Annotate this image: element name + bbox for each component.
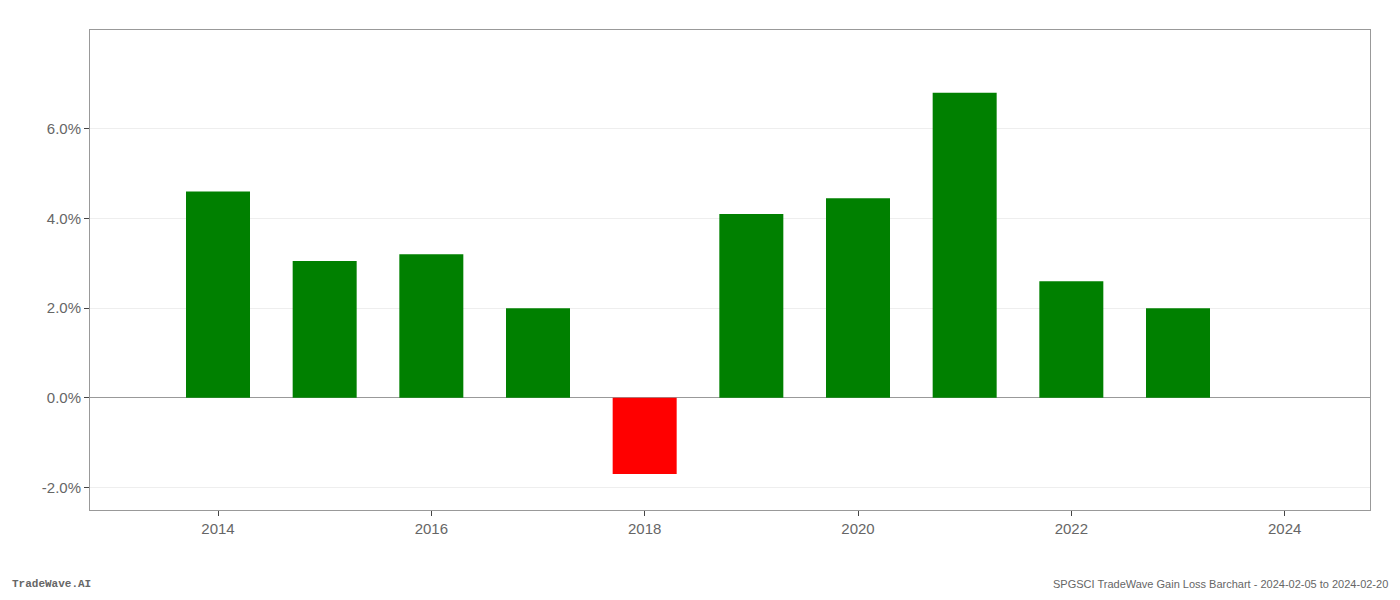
svg-text:4.0%: 4.0% xyxy=(47,210,81,227)
svg-text:2016: 2016 xyxy=(415,520,448,537)
svg-text:0.0%: 0.0% xyxy=(47,389,81,406)
svg-text:TradeWave.AI: TradeWave.AI xyxy=(12,578,91,590)
svg-text:-2.0%: -2.0% xyxy=(42,479,81,496)
svg-text:2024: 2024 xyxy=(1268,520,1301,537)
svg-text:2018: 2018 xyxy=(628,520,661,537)
svg-text:SPGSCI TradeWave Gain Loss Bar: SPGSCI TradeWave Gain Loss Barchart - 20… xyxy=(1053,578,1388,590)
svg-text:2022: 2022 xyxy=(1055,520,1088,537)
svg-text:2020: 2020 xyxy=(841,520,874,537)
svg-text:2.0%: 2.0% xyxy=(47,299,81,316)
svg-text:2014: 2014 xyxy=(201,520,234,537)
svg-text:6.0%: 6.0% xyxy=(47,120,81,137)
